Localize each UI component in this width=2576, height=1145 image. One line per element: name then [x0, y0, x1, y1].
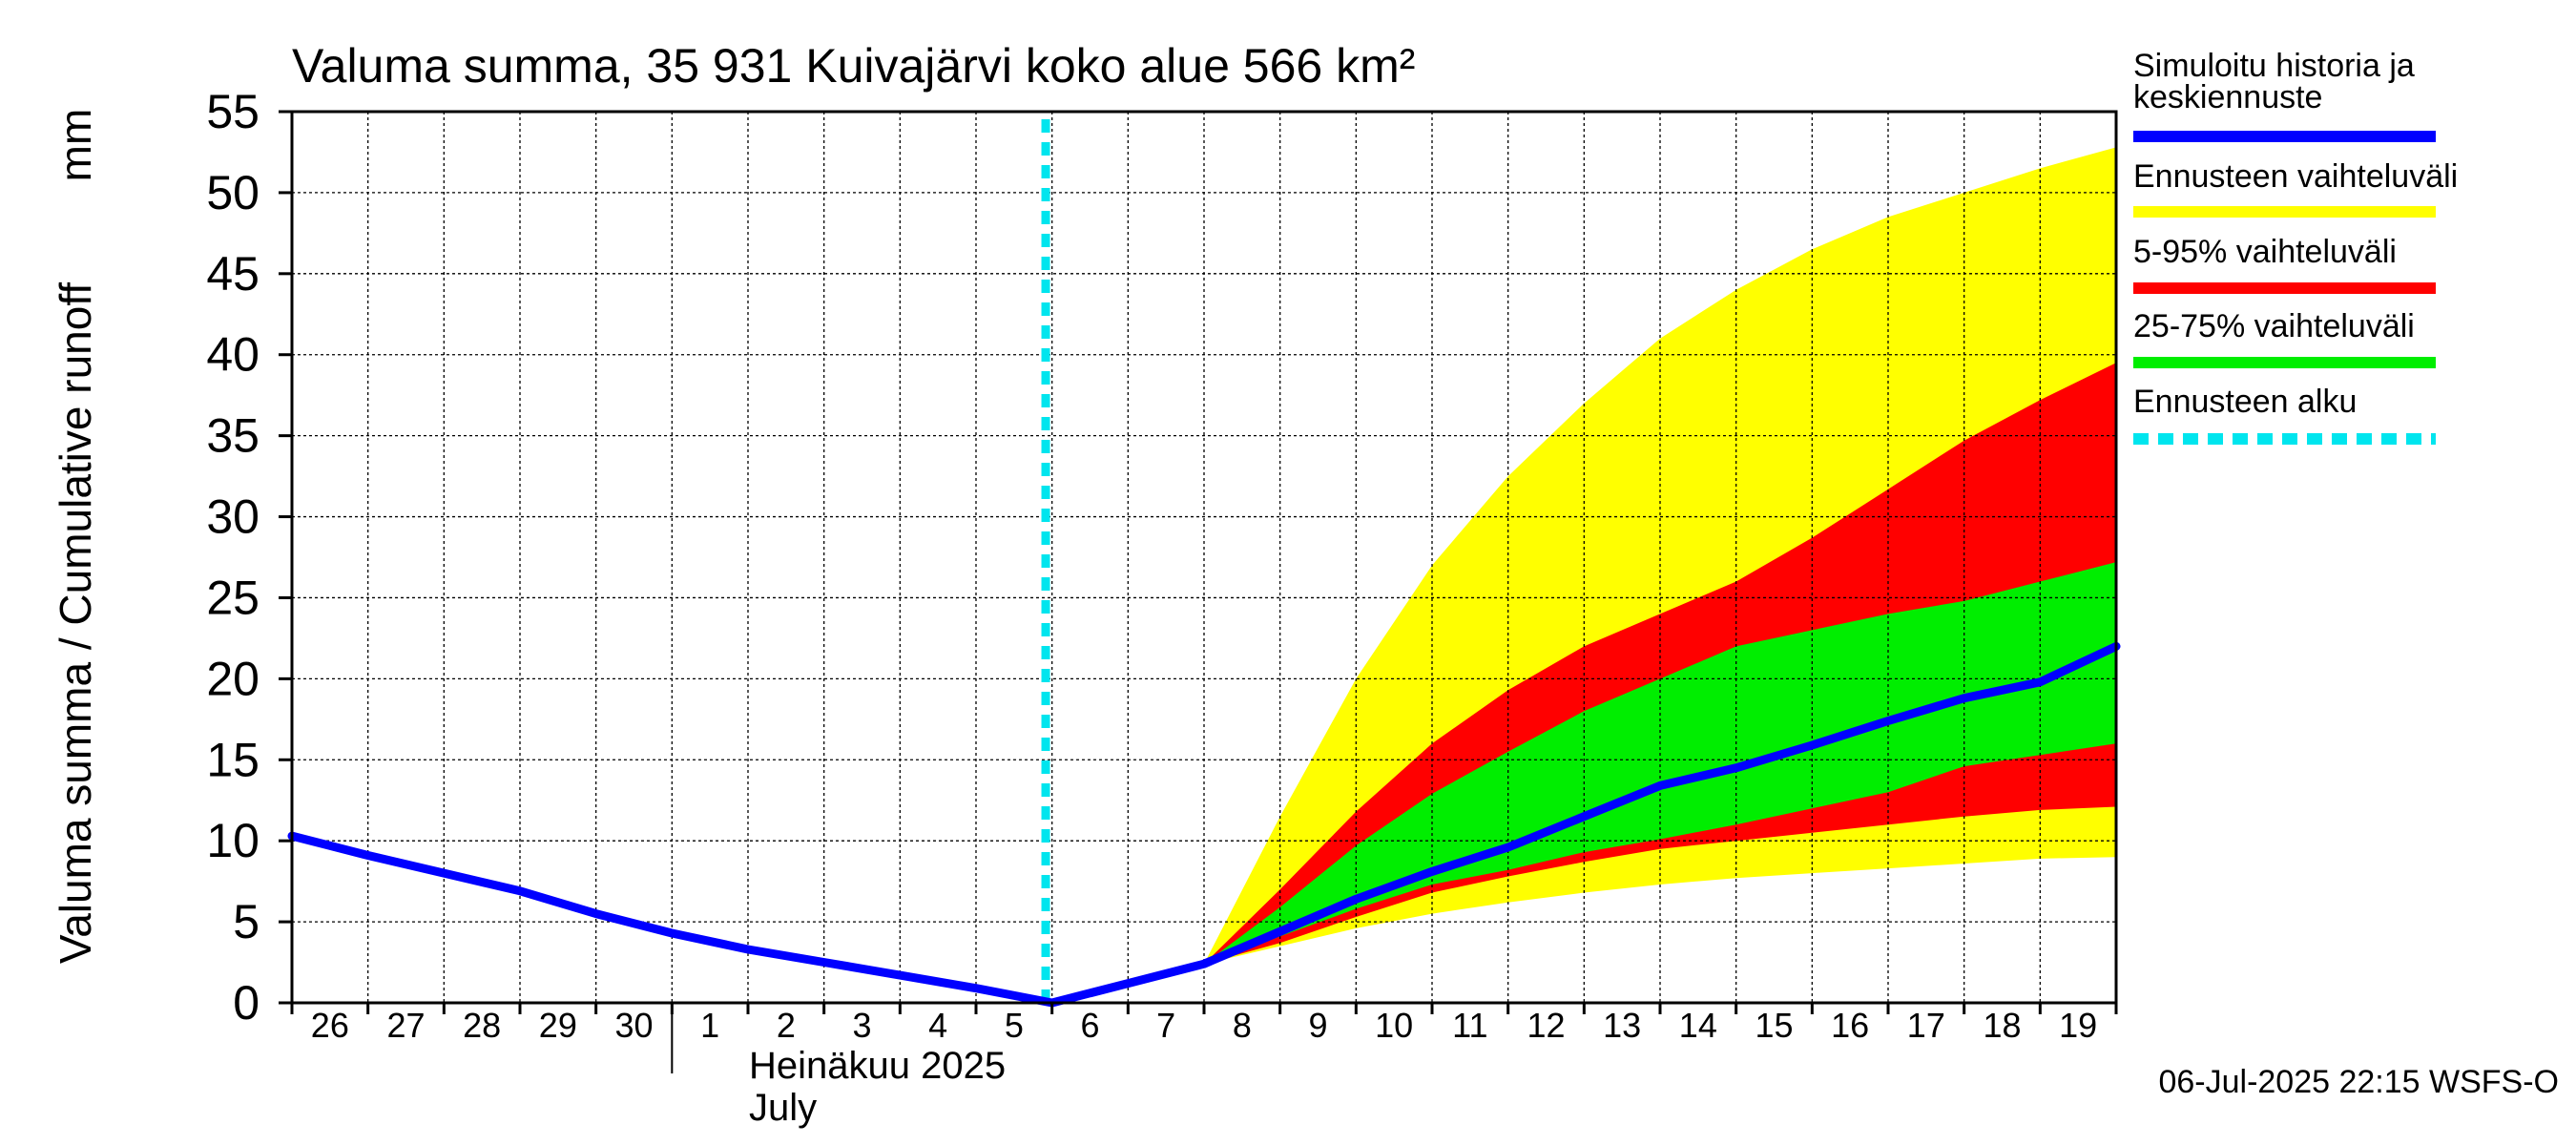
y-axis-unit: mm [51, 109, 100, 182]
y-tick-label: 35 [206, 409, 260, 463]
y-axis-label: Valuma summa / Cumulative runoff [51, 282, 100, 964]
history-median-line [287, 641, 2121, 1008]
timestamp-footer: 06-Jul-2025 22:15 WSFS-O [2158, 1064, 2559, 1100]
x-tick-label: 12 [1527, 1006, 1565, 1045]
y-tick-label: 5 [233, 895, 260, 948]
x-tick-label: 11 [1452, 1006, 1487, 1045]
x-tick-label: 1 [700, 1006, 719, 1045]
x-tick-label: 3 [852, 1006, 871, 1045]
legend-item: 25-75% vaihteluväli [2133, 308, 2436, 368]
legend-label: Ennusteen vaihteluväli [2133, 158, 2458, 195]
y-tick-label: 10 [206, 814, 260, 867]
grid-lines [292, 112, 2116, 1003]
y-tick-label: 15 [206, 733, 260, 786]
x-tick-label: 9 [1308, 1006, 1327, 1045]
x-tick-label: 6 [1080, 1006, 1099, 1045]
x-tick-label: 7 [1156, 1006, 1175, 1045]
x-tick-label: 17 [1907, 1006, 1945, 1045]
chart-title: Valuma summa, 35 931 Kuivajärvi koko alu… [292, 39, 1415, 93]
legend-label: Ennusteen alku [2133, 384, 2357, 420]
x-tick-label: 14 [1679, 1006, 1717, 1045]
legend-label: 5-95% vaihteluväli [2133, 234, 2397, 270]
x-tick-label: 29 [539, 1006, 577, 1045]
y-tick-label: 20 [206, 652, 260, 705]
x-tick-label: 5 [1005, 1006, 1024, 1045]
x-tick-label: 4 [928, 1006, 947, 1045]
y-tick-label: 40 [206, 328, 260, 382]
y-tick-label: 45 [206, 247, 260, 301]
x-tick-label: 26 [311, 1006, 349, 1045]
month-label-finnish: Heinäkuu 2025 [749, 1045, 1006, 1087]
x-tick-label: 13 [1603, 1006, 1641, 1045]
x-tick-label: 28 [463, 1006, 501, 1045]
x-tick-label: 18 [1983, 1006, 2021, 1045]
series-lines [287, 112, 2121, 1008]
y-tick-label: 50 [206, 166, 260, 219]
legend-item: Ennusteen alku [2133, 384, 2436, 445]
y-tick-label: 25 [206, 571, 260, 624]
x-tick-label: 15 [1755, 1006, 1793, 1045]
legend-item: 5-95% vaihteluväli [2133, 234, 2436, 294]
x-tick-label: 10 [1375, 1006, 1413, 1045]
y-tick-label: 0 [233, 976, 260, 1030]
x-tick-label: 2 [777, 1006, 796, 1045]
x-tick-label: 27 [386, 1006, 425, 1045]
x-tick-label: 16 [1831, 1006, 1869, 1045]
x-tick-label: 30 [614, 1006, 653, 1045]
month-label-english: July [749, 1087, 817, 1129]
x-tick-label: 8 [1233, 1006, 1252, 1045]
legend-label: Simuloitu historia ja [2133, 48, 2415, 84]
legend-label: 25-75% vaihteluväli [2133, 308, 2415, 344]
legend-label: keskiennuste [2133, 79, 2322, 115]
y-tick-label: 55 [206, 85, 260, 138]
x-tick-label: 19 [2059, 1006, 2097, 1045]
legend-item: Ennusteen vaihteluväli [2133, 158, 2458, 218]
y-tick-label: 30 [206, 490, 260, 544]
